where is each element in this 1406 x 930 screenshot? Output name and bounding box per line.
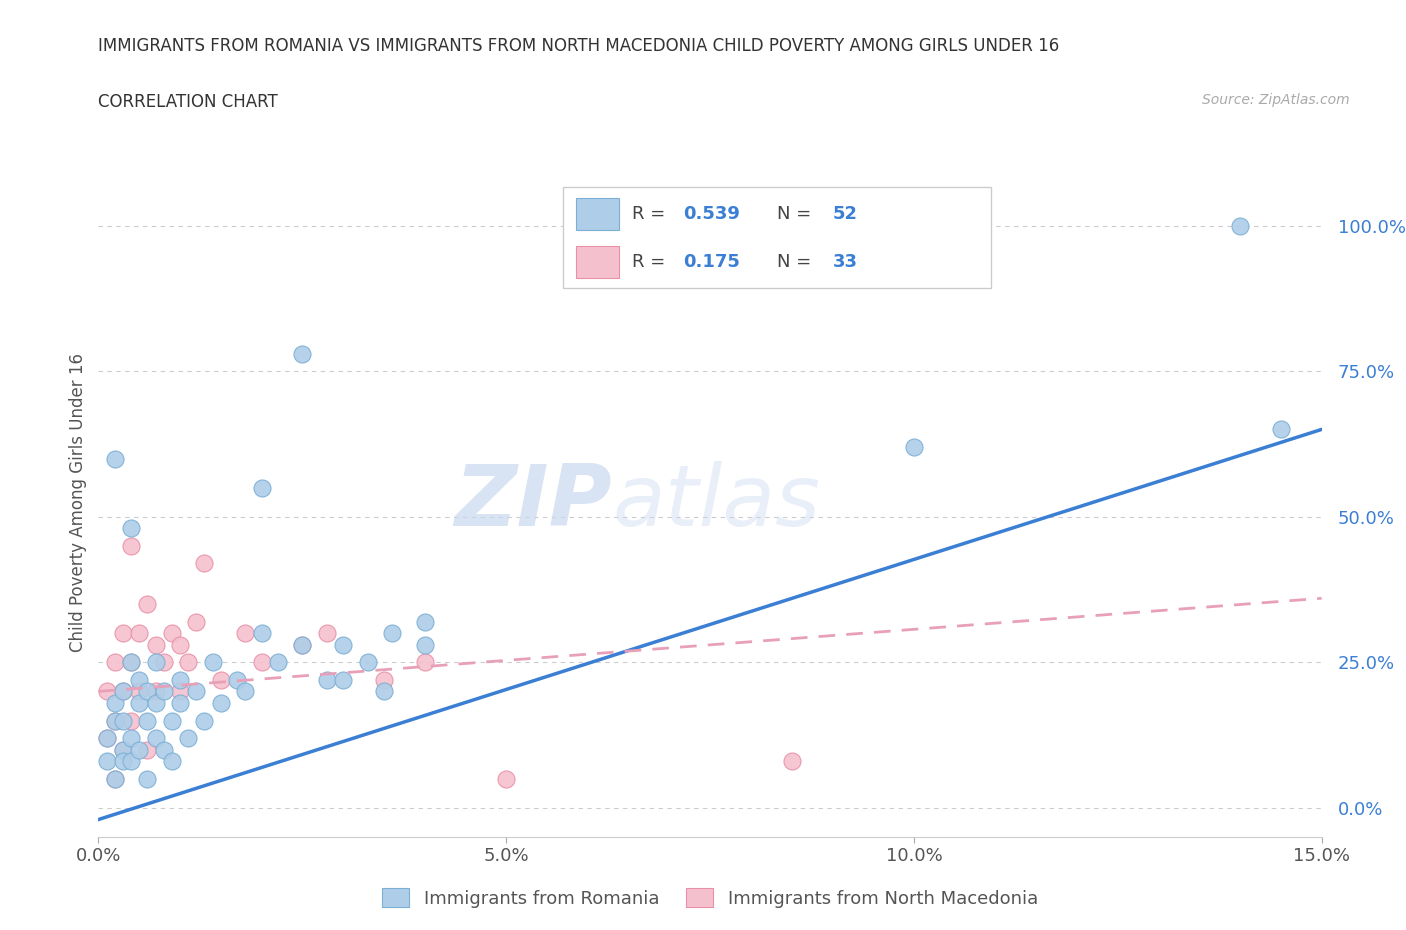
Point (96, 754, 118, 769)
Point (145, 637, 167, 652)
Point (233, 626, 256, 641)
Text: Source: ZipAtlas.com: Source: ZipAtlas.com (1202, 93, 1350, 107)
Point (332, 637, 354, 652)
Point (250, 480, 273, 495)
Point (104, 696, 127, 711)
Point (128, 684, 150, 698)
Point (381, 626, 404, 641)
Point (250, 655, 273, 670)
Point (120, 521, 142, 536)
Point (169, 696, 191, 711)
Point (104, 713, 127, 728)
Point (136, 597, 159, 612)
Point (291, 346, 314, 361)
Point (177, 655, 200, 670)
Point (145, 684, 167, 698)
Point (111, 742, 134, 757)
Point (104, 713, 127, 728)
Point (136, 771, 159, 786)
Point (177, 731, 200, 746)
Point (120, 655, 142, 670)
Point (209, 672, 232, 687)
Point (104, 655, 127, 670)
Y-axis label: Child Poverty Among Girls Under 16: Child Poverty Among Girls Under 16 (69, 352, 87, 652)
Point (111, 713, 134, 728)
Point (413, 655, 436, 670)
Point (169, 684, 191, 698)
Point (160, 713, 183, 728)
Point (233, 684, 256, 698)
Text: CORRELATION CHART: CORRELATION CHART (98, 93, 278, 111)
Point (291, 637, 314, 652)
Point (111, 742, 134, 757)
Point (111, 684, 134, 698)
Point (96, 684, 118, 698)
Point (201, 655, 224, 670)
Text: atlas: atlas (612, 460, 820, 544)
Legend: Immigrants from Romania, Immigrants from North Macedonia: Immigrants from Romania, Immigrants from… (375, 882, 1045, 915)
Point (169, 637, 191, 652)
Point (1229, 219, 1251, 233)
Point (128, 626, 150, 641)
Point (111, 754, 134, 769)
Point (96, 731, 118, 746)
Point (160, 754, 183, 769)
Point (104, 771, 127, 786)
Point (186, 684, 208, 698)
Point (111, 626, 134, 641)
Point (903, 440, 925, 455)
Point (111, 684, 134, 698)
Point (145, 731, 167, 746)
Point (145, 655, 167, 670)
Point (136, 713, 159, 728)
Point (145, 696, 167, 711)
Point (356, 655, 378, 670)
Point (152, 655, 174, 670)
Point (315, 626, 337, 641)
Point (104, 451, 127, 466)
Point (267, 655, 290, 670)
Point (186, 614, 208, 629)
Point (413, 614, 436, 629)
Point (136, 742, 159, 757)
Point (226, 672, 249, 687)
Point (373, 672, 395, 687)
Point (152, 742, 174, 757)
Point (1270, 422, 1292, 437)
Point (128, 696, 150, 711)
Point (120, 538, 142, 553)
Point (193, 713, 215, 728)
Point (128, 672, 150, 687)
Point (413, 637, 436, 652)
Point (120, 754, 142, 769)
Point (780, 754, 803, 769)
Point (373, 684, 395, 698)
Point (169, 672, 191, 687)
Point (128, 742, 150, 757)
Point (495, 771, 517, 786)
Point (120, 713, 142, 728)
Point (160, 626, 183, 641)
Text: ZIP: ZIP (454, 460, 612, 544)
Point (136, 684, 159, 698)
Point (193, 556, 215, 571)
Point (315, 672, 337, 687)
Point (209, 696, 232, 711)
Point (332, 672, 354, 687)
Point (104, 771, 127, 786)
Point (250, 626, 273, 641)
Point (120, 655, 142, 670)
Text: IMMIGRANTS FROM ROMANIA VS IMMIGRANTS FROM NORTH MACEDONIA CHILD POVERTY AMONG G: IMMIGRANTS FROM ROMANIA VS IMMIGRANTS FR… (98, 37, 1060, 55)
Point (96, 731, 118, 746)
Point (152, 684, 174, 698)
Point (120, 731, 142, 746)
Point (291, 637, 314, 652)
